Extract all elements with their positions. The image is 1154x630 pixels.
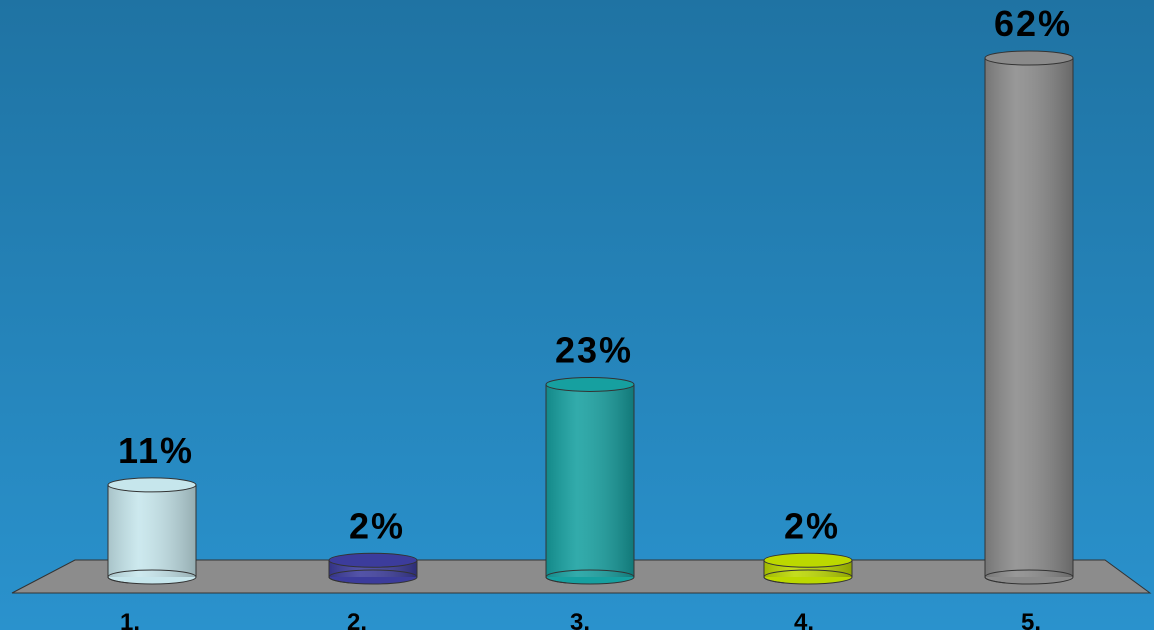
bar-top <box>984 50 1074 66</box>
bar-top <box>107 477 197 493</box>
x-tick-label: 2. <box>347 609 367 630</box>
value-label: 2% <box>784 505 840 546</box>
bar-top <box>328 552 418 568</box>
value-label: 11% <box>118 430 194 471</box>
bar-top <box>545 376 635 392</box>
x-tick-label: 3. <box>570 609 590 630</box>
x-tick-label: 4. <box>794 609 814 630</box>
value-label: 2% <box>349 505 405 546</box>
bar-shade <box>985 58 1073 577</box>
value-label: 23% <box>555 329 633 370</box>
bar-shade <box>108 484 196 577</box>
x-tick-label: 5. <box>1021 609 1041 630</box>
bar-shade <box>546 384 634 577</box>
value-label: 62% <box>994 3 1072 44</box>
x-tick-label: 1. <box>120 609 140 630</box>
bar-top <box>763 552 853 568</box>
